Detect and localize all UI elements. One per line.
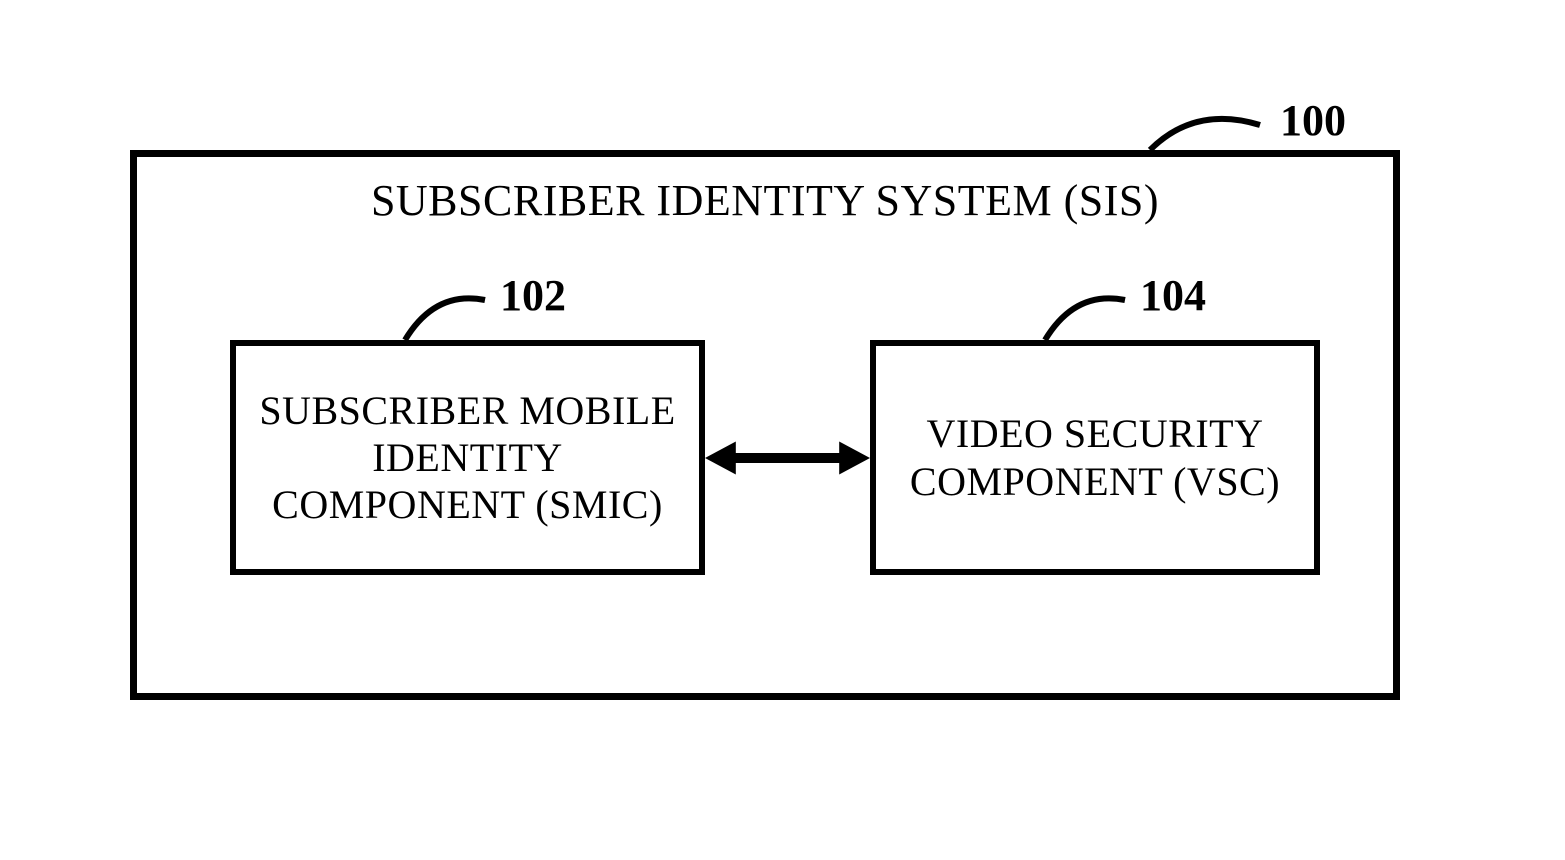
bidirectional-arrow: [0, 0, 1565, 860]
diagram-canvas: SUBSCRIBER IDENTITY SYSTEM (SIS) 100 SUB…: [0, 0, 1565, 860]
